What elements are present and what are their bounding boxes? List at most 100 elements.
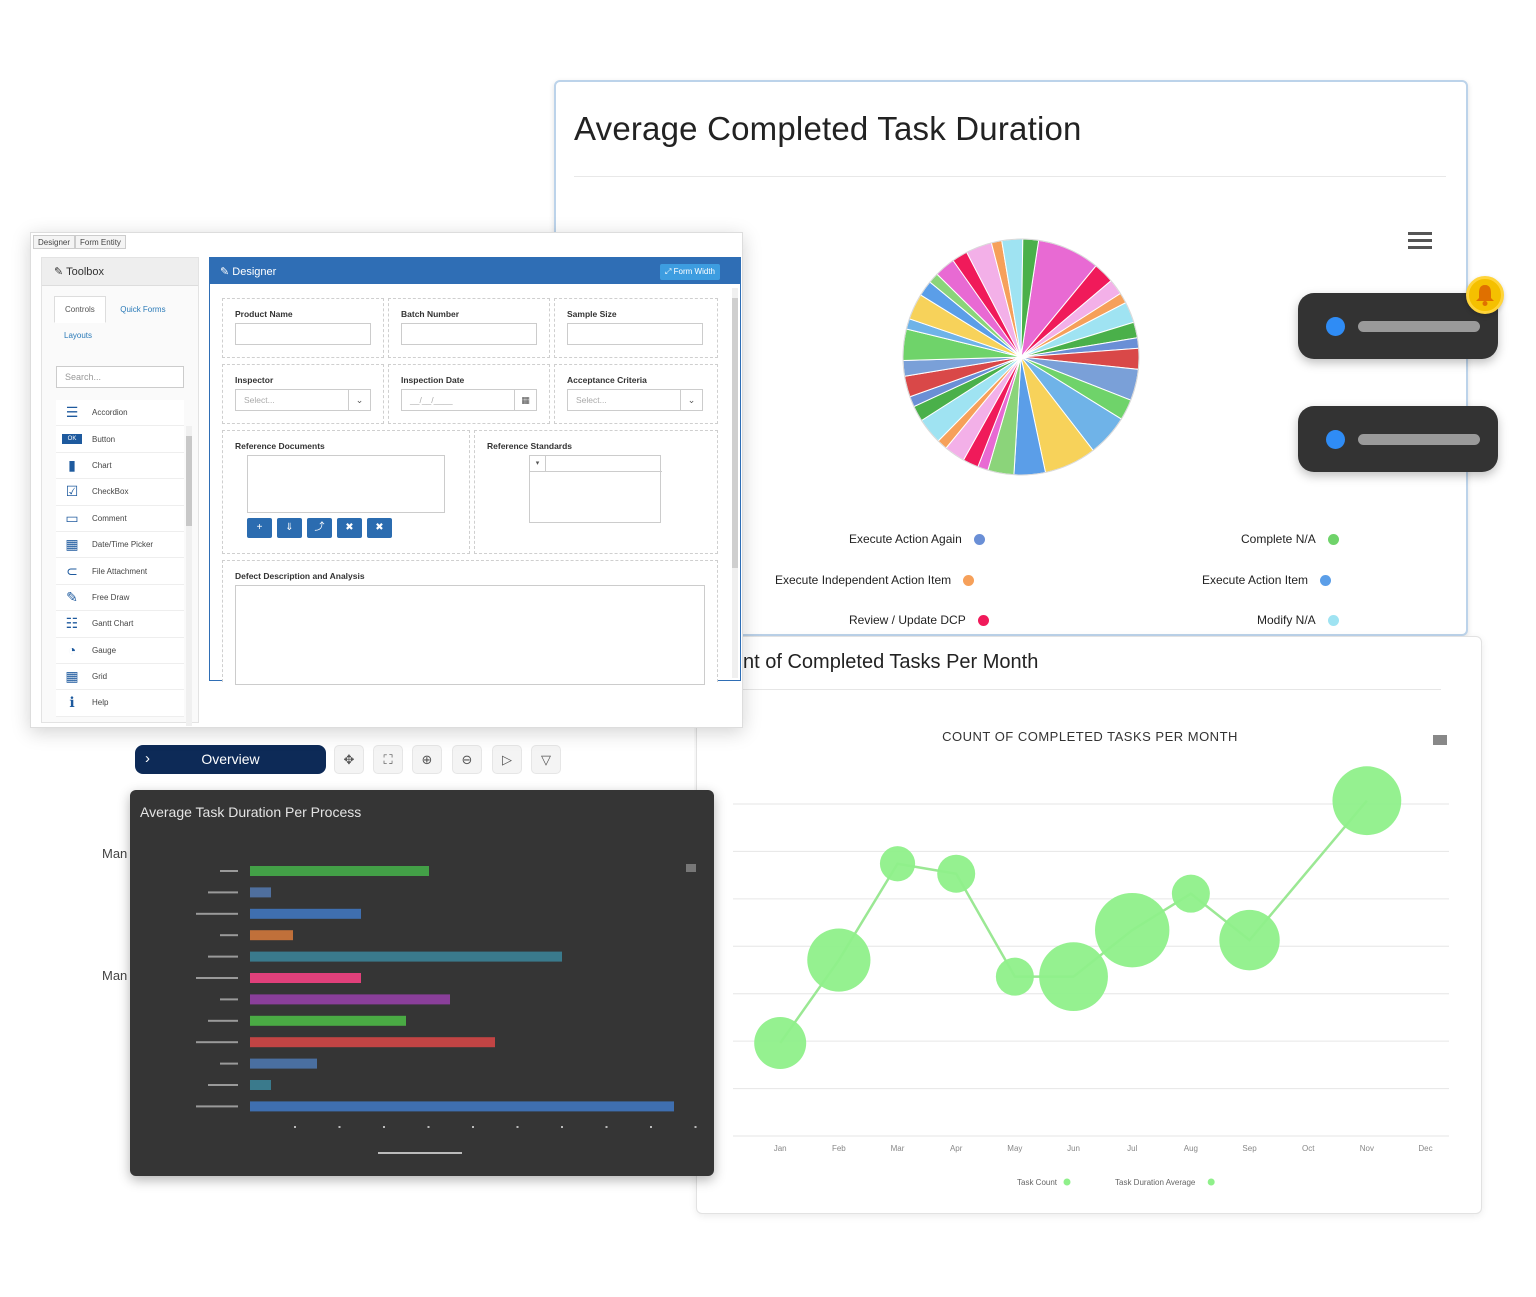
legend-item[interactable]: Execute Independent Action Item <box>775 573 975 587</box>
bar[interactable] <box>250 1058 317 1069</box>
data-bubble[interactable] <box>995 957 1034 996</box>
move-icon[interactable]: ✥ <box>334 745 364 774</box>
toggle-pill[interactable] <box>1298 406 1498 472</box>
x-tick-label: Mar <box>891 1144 905 1153</box>
delete-icon[interactable]: ✖ <box>337 518 362 538</box>
toggle-bar <box>1358 434 1480 445</box>
toolbox-control-item[interactable]: ▮ Chart <box>56 452 184 480</box>
designer-header: ✎ Designer <box>210 258 740 284</box>
data-bubble[interactable] <box>1332 766 1402 836</box>
scrollbar-thumb[interactable] <box>186 436 192 526</box>
trash-icon[interactable]: ✖ <box>367 518 392 538</box>
bar[interactable] <box>250 973 361 983</box>
bar[interactable] <box>250 887 271 898</box>
toggle-pill[interactable] <box>1298 293 1498 359</box>
data-bubble[interactable] <box>807 928 871 992</box>
inspector-select[interactable]: Select... ⌄ <box>235 389 371 411</box>
toolbox-control-item[interactable]: ▦ Date/Time Picker <box>56 531 184 559</box>
zoom-out-icon[interactable]: ⊖ <box>452 745 482 774</box>
bar[interactable] <box>250 1015 406 1026</box>
tab-controls[interactable]: Controls <box>54 296 106 323</box>
bar[interactable] <box>250 866 429 876</box>
form-width-button[interactable]: ⤢ Form Width <box>660 264 720 280</box>
field-label: Reference Documents <box>235 441 325 451</box>
toolbox-control-item[interactable]: ☑ CheckBox <box>56 479 184 506</box>
bar[interactable] <box>250 1101 674 1112</box>
chevron-down-icon[interactable]: ⌄ <box>348 390 370 410</box>
toolbox-control-item[interactable]: ☰ Accordion <box>56 400 184 427</box>
designer-title: Designer <box>232 266 277 278</box>
bar[interactable] <box>250 1037 495 1048</box>
toolbox-control-item[interactable]: ▦ Grid <box>56 663 184 691</box>
bar[interactable] <box>250 930 293 941</box>
control-label: Comment <box>92 513 127 523</box>
legend-item[interactable]: Complete N/A <box>1241 532 1339 546</box>
overview-button[interactable]: › Overview <box>135 745 326 774</box>
add-icon[interactable]: + <box>247 518 272 538</box>
fullscreen-icon[interactable]: ⛶ <box>373 745 403 774</box>
batch-number-input[interactable] <box>401 323 537 345</box>
control-list: ☰ Accordion OK Button ▮ Chart ☑ CheckBox ▭ Commen… <box>56 400 184 717</box>
toolbox-control-item[interactable]: ℹ Help <box>56 690 184 717</box>
scrollbar-track[interactable] <box>186 426 192 726</box>
bell-icon[interactable] <box>1466 276 1504 314</box>
toolbox-control-item[interactable]: ☷ Gantt Chart <box>56 611 184 638</box>
toolbox-control-item[interactable]: ◔ Gauge <box>56 637 184 664</box>
document-list-box[interactable] <box>247 455 445 513</box>
standards-list-box[interactable]: ▾ <box>529 455 662 523</box>
control-label: Free Draw <box>92 592 130 602</box>
data-bubble[interactable] <box>754 1017 807 1070</box>
legend-dot[interactable] <box>1063 1178 1071 1186</box>
data-bubble[interactable] <box>1039 942 1108 1012</box>
bar[interactable] <box>250 994 450 1005</box>
data-bubble[interactable] <box>879 846 916 882</box>
control-label: Button <box>92 434 116 444</box>
dropdown-arrow-icon[interactable]: ▾ <box>530 456 546 472</box>
toolbox-search-input[interactable]: Search... <box>56 366 184 388</box>
legend-item[interactable]: Execute Action Item <box>1202 573 1332 587</box>
filter-icon[interactable]: ▽ <box>531 745 561 774</box>
zoom-in-icon[interactable]: ⊕ <box>412 745 442 774</box>
data-bubble[interactable] <box>1219 909 1280 971</box>
hamburger-menu-icon[interactable] <box>1408 232 1432 253</box>
sample-size-input[interactable] <box>567 323 703 345</box>
x-tick-mark <box>472 1126 474 1128</box>
toolbox-control-item[interactable]: ▭ Comment <box>56 505 184 532</box>
inspection-date-input[interactable]: __/__/____ ▦ <box>401 389 537 411</box>
legend-dot[interactable] <box>1207 1178 1215 1186</box>
tab-form-entity[interactable]: Form Entity <box>75 235 126 249</box>
scrollbar-thumb[interactable] <box>732 298 738 568</box>
chevron-right-icon: › <box>145 750 150 767</box>
download-icon[interactable]: ⇓ <box>277 518 302 538</box>
chart-menu-icon[interactable] <box>686 864 696 872</box>
open-external-icon[interactable]: ⤴ <box>307 518 332 538</box>
legend-item[interactable]: Review / Update DCP <box>849 613 989 627</box>
legend-item[interactable]: Modify N/A <box>1257 613 1339 627</box>
legend-label: Review / Update DCP <box>849 613 966 627</box>
chevron-down-icon[interactable]: ⌄ <box>680 390 702 410</box>
toolbox-control-item[interactable]: ⊂ File Attachment <box>56 558 184 585</box>
product-name-input[interactable] <box>235 323 371 345</box>
tab-quick-forms[interactable]: Quick Forms <box>120 305 166 314</box>
toolbox-control-item[interactable]: ✎ Free Draw <box>56 584 184 612</box>
acceptance-criteria-select[interactable]: Select... ⌄ <box>567 389 703 411</box>
defect-description-field: Defect Description and Analysis <box>222 560 718 685</box>
calendar-icon[interactable]: ▦ <box>514 390 536 410</box>
x-tick-mark <box>294 1126 296 1128</box>
category-label-placeholder <box>208 955 238 958</box>
play-icon[interactable]: ▷ <box>492 745 522 774</box>
bar[interactable] <box>250 951 562 962</box>
bar[interactable] <box>250 908 361 919</box>
tab-designer[interactable]: Designer <box>33 235 76 249</box>
tab-layouts[interactable]: Layouts <box>64 331 93 340</box>
toolbox-tabs: Controls Quick Forms Layouts <box>54 296 184 348</box>
date-placeholder: __/__/____ <box>410 395 453 405</box>
chart-menu-icon[interactable] <box>1433 735 1447 745</box>
legend-item[interactable]: Execute Action Again <box>849 532 985 546</box>
data-bubble[interactable] <box>1171 874 1210 913</box>
toolbox-control-item[interactable]: OK Button <box>56 426 184 453</box>
data-bubble[interactable] <box>1095 892 1170 968</box>
data-bubble[interactable] <box>937 854 976 893</box>
defect-description-textarea[interactable] <box>235 585 705 685</box>
bar[interactable] <box>250 1080 271 1090</box>
